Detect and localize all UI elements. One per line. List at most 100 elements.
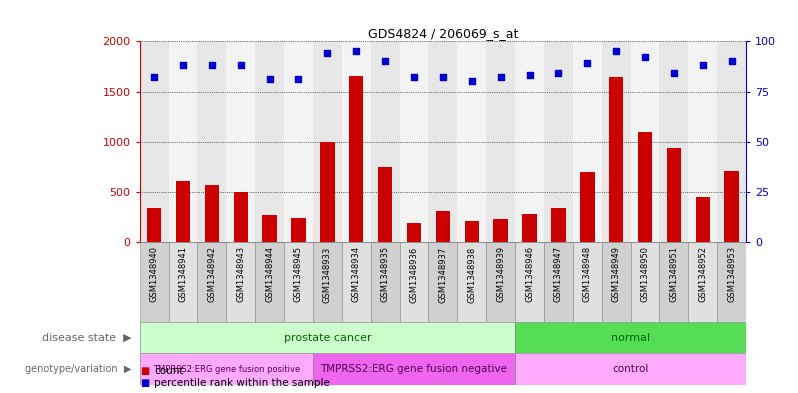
Bar <box>313 353 515 385</box>
Point <box>321 50 334 57</box>
Text: GSM1348952: GSM1348952 <box>698 246 707 302</box>
Bar <box>263 215 277 242</box>
Bar <box>227 242 255 321</box>
Text: GSM1348949: GSM1348949 <box>612 246 621 302</box>
Bar <box>255 41 284 242</box>
Bar <box>255 242 284 321</box>
Point <box>581 60 594 66</box>
Text: GSM1348939: GSM1348939 <box>496 246 505 302</box>
Bar <box>320 142 334 242</box>
Text: count: count <box>154 366 184 376</box>
Bar <box>602 242 630 321</box>
Bar <box>630 242 659 321</box>
Bar <box>689 242 717 321</box>
Text: GSM1348953: GSM1348953 <box>727 246 737 302</box>
Bar <box>717 242 746 321</box>
Bar <box>717 41 746 242</box>
Bar <box>551 208 566 242</box>
Bar <box>573 41 602 242</box>
Bar <box>407 223 421 242</box>
Text: GSM1348936: GSM1348936 <box>409 246 418 303</box>
Bar <box>666 148 681 242</box>
Bar <box>457 242 486 321</box>
Text: GSM1348935: GSM1348935 <box>381 246 389 302</box>
Bar <box>696 197 710 242</box>
Text: ■: ■ <box>140 366 149 376</box>
Bar <box>638 132 652 242</box>
Bar <box>659 41 689 242</box>
Point <box>668 70 681 77</box>
Text: GSM1348933: GSM1348933 <box>323 246 332 303</box>
Bar <box>313 242 342 321</box>
Bar <box>147 208 161 242</box>
Bar <box>227 41 255 242</box>
Text: GSM1348948: GSM1348948 <box>583 246 592 302</box>
Bar <box>493 219 508 242</box>
Text: ■: ■ <box>140 378 149 388</box>
Text: GSM1348947: GSM1348947 <box>554 246 563 302</box>
Point <box>263 76 276 83</box>
Text: GSM1348946: GSM1348946 <box>525 246 534 302</box>
Bar <box>349 77 363 242</box>
Bar <box>140 41 168 242</box>
Point <box>494 74 507 81</box>
Bar <box>573 242 602 321</box>
Text: genotype/variation  ▶: genotype/variation ▶ <box>26 364 132 374</box>
Bar <box>400 242 429 321</box>
Bar <box>284 41 313 242</box>
Bar <box>140 353 313 385</box>
Bar <box>659 242 689 321</box>
Point <box>148 74 160 81</box>
Point <box>379 58 392 64</box>
Title: GDS4824 / 206069_s_at: GDS4824 / 206069_s_at <box>368 27 518 40</box>
Point <box>610 48 622 55</box>
Point <box>552 70 565 77</box>
Text: GSM1348942: GSM1348942 <box>207 246 216 302</box>
Text: GSM1348941: GSM1348941 <box>179 246 188 302</box>
Point <box>465 78 478 84</box>
Bar <box>284 242 313 321</box>
Bar <box>515 242 544 321</box>
Point <box>235 62 247 68</box>
Bar <box>457 41 486 242</box>
Bar <box>197 41 227 242</box>
Text: disease state  ▶: disease state ▶ <box>42 332 132 343</box>
Bar <box>197 242 227 321</box>
Text: GSM1348938: GSM1348938 <box>468 246 476 303</box>
Bar <box>342 41 371 242</box>
Point <box>205 62 218 68</box>
Text: GSM1348945: GSM1348945 <box>294 246 303 302</box>
Point <box>350 48 362 55</box>
Text: GSM1348951: GSM1348951 <box>670 246 678 302</box>
Bar <box>689 41 717 242</box>
Bar <box>725 171 739 242</box>
Bar <box>204 185 219 242</box>
Text: GSM1348943: GSM1348943 <box>236 246 245 302</box>
Text: TMPRSS2:ERG gene fusion positive: TMPRSS2:ERG gene fusion positive <box>152 365 300 374</box>
Bar <box>168 41 197 242</box>
Text: normal: normal <box>611 332 650 343</box>
Point <box>437 74 449 81</box>
Point <box>523 72 536 79</box>
Point <box>408 74 421 81</box>
Bar <box>371 41 400 242</box>
Text: percentile rank within the sample: percentile rank within the sample <box>154 378 330 388</box>
Bar <box>429 41 457 242</box>
Bar <box>140 242 168 321</box>
Text: GSM1348937: GSM1348937 <box>438 246 448 303</box>
Bar <box>544 242 573 321</box>
Text: GSM1348944: GSM1348944 <box>265 246 274 302</box>
Bar <box>342 242 371 321</box>
Text: prostate cancer: prostate cancer <box>283 332 371 343</box>
Bar <box>429 242 457 321</box>
Bar <box>515 41 544 242</box>
Bar <box>291 218 306 242</box>
Bar <box>609 77 623 242</box>
Bar <box>486 41 515 242</box>
Text: GSM1348934: GSM1348934 <box>352 246 361 302</box>
Bar <box>580 172 595 242</box>
Text: GSM1348940: GSM1348940 <box>149 246 159 302</box>
Bar <box>602 41 630 242</box>
Bar <box>515 353 746 385</box>
Bar <box>313 41 342 242</box>
